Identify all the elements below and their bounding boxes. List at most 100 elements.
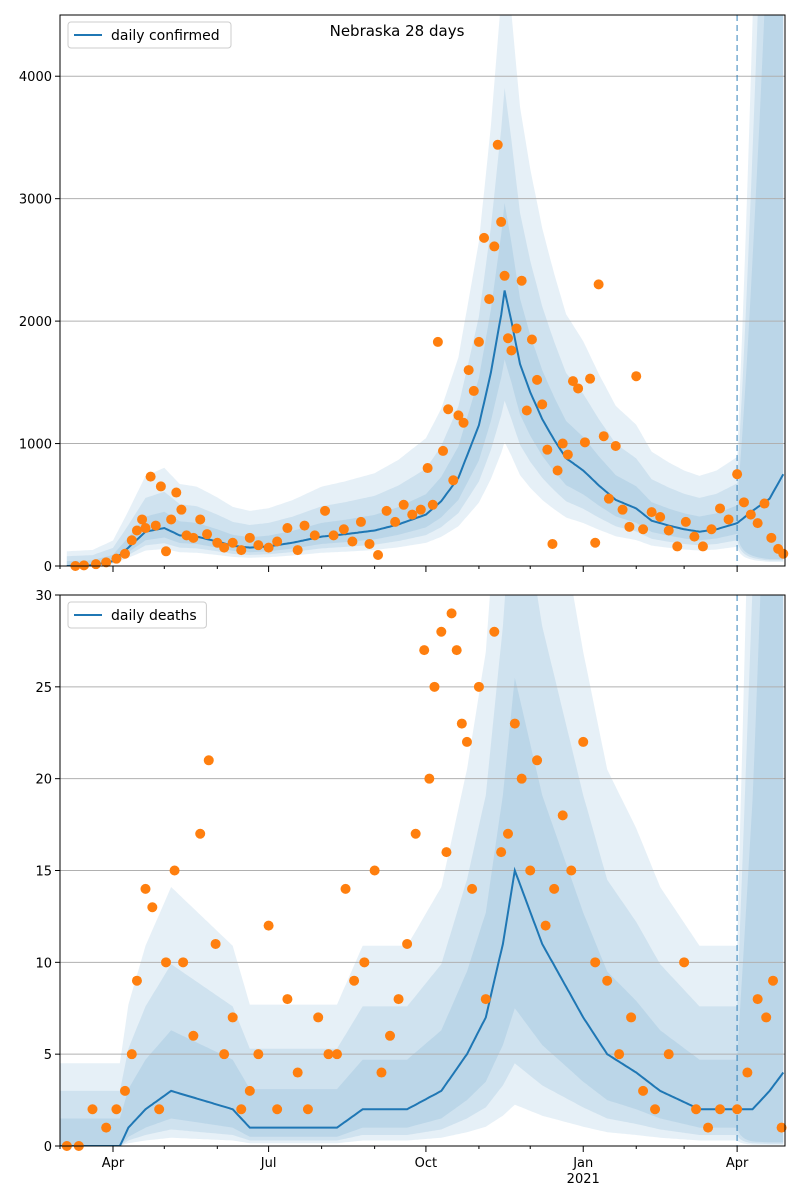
observed-point [547, 538, 558, 549]
observed-point [602, 975, 613, 986]
observed-point [509, 718, 520, 729]
y-tick-label: 15 [35, 865, 52, 880]
deaths-observed-points [61, 608, 787, 1151]
observed-point [732, 1104, 743, 1115]
confirmed-uncertainty-bands [66, 15, 784, 566]
observed-point [355, 516, 366, 527]
observed-point [752, 994, 763, 1005]
observed-point [195, 514, 206, 525]
observed-point [381, 505, 392, 516]
observed-point [253, 1049, 264, 1060]
observed-point [496, 216, 507, 227]
observed-point [161, 957, 172, 968]
observed-point [566, 865, 577, 876]
y-tick-label: 20 [35, 773, 52, 788]
observed-point [761, 1012, 772, 1023]
observed-point [263, 920, 274, 931]
observed-point [140, 883, 151, 894]
observed-point [732, 469, 743, 480]
observed-point [499, 270, 510, 281]
observed-point [463, 365, 474, 376]
observed-point [573, 383, 584, 394]
observed-point [119, 548, 130, 559]
confirmed-legend-box [67, 21, 232, 49]
observed-point [119, 1085, 130, 1096]
observed-point [313, 1012, 324, 1023]
observed-point [432, 336, 443, 347]
observed-point [473, 681, 484, 692]
observed-point [415, 504, 426, 515]
band-3 [60, 595, 784, 1146]
observed-point [567, 376, 578, 387]
observed-point [552, 465, 563, 476]
observed-point [479, 232, 490, 243]
x-tick-label: Jul [260, 1156, 277, 1171]
observed-point [161, 546, 172, 557]
observed-point [111, 1104, 122, 1115]
observed-point [176, 504, 187, 515]
observed-point [244, 1085, 255, 1096]
observed-point [219, 542, 230, 553]
observed-point [323, 1049, 334, 1060]
observed-point [126, 535, 137, 546]
observed-point [263, 542, 274, 553]
observed-point [626, 1012, 637, 1023]
observed-point [516, 773, 527, 784]
observed-point [347, 536, 358, 547]
observed-point [178, 957, 189, 968]
observed-point [778, 548, 789, 559]
observed-point [480, 994, 491, 1005]
observed-point [154, 1104, 165, 1115]
observed-point [171, 487, 182, 498]
observed-point [473, 336, 484, 347]
observed-point [398, 499, 409, 510]
x-tick-label: Jan [572, 1156, 593, 1171]
observed-point [655, 512, 666, 523]
observed-point [309, 530, 320, 541]
y-tick-label: 25 [35, 681, 52, 696]
observed-point [202, 529, 213, 540]
observed-point [650, 1104, 661, 1115]
y-tick-label: 5 [44, 1048, 52, 1063]
observed-point [502, 828, 513, 839]
deaths-y-axis: 0 5 10 15 20 25 30 [35, 589, 60, 1155]
observed-point [540, 920, 551, 931]
observed-point [140, 523, 151, 534]
observed-point [766, 532, 777, 543]
observed-point [557, 438, 568, 449]
observed-point [680, 516, 691, 527]
observed-point [407, 509, 418, 520]
observed-point [624, 521, 635, 532]
x-tick-label: Apr [102, 1156, 125, 1171]
observed-point [585, 373, 596, 384]
confirmed-observed-points [70, 139, 789, 571]
observed-point [155, 481, 166, 492]
y-tick-label: 2000 [19, 315, 52, 330]
observed-point [492, 139, 503, 150]
observed-point [458, 417, 469, 428]
observed-point [419, 645, 430, 656]
observed-point [292, 545, 303, 556]
observed-point [521, 405, 532, 416]
observed-point [672, 541, 683, 552]
observed-point [236, 1104, 247, 1115]
y-tick-label: 10 [35, 956, 52, 971]
confirmed-legend: daily confirmed [67, 21, 232, 49]
observed-point [723, 514, 734, 525]
observed-point [638, 1085, 649, 1096]
observed-point [562, 449, 573, 460]
observed-point [484, 294, 495, 305]
x-tick-year-label: 2021 [567, 1172, 600, 1187]
y-tick-label: 0 [44, 1140, 52, 1155]
observed-point [610, 441, 621, 452]
observed-point [424, 773, 435, 784]
x-tick-label: Oct [415, 1156, 437, 1171]
observed-point [385, 1030, 396, 1041]
band-1 [60, 595, 784, 1146]
observed-point [349, 975, 360, 986]
observed-point [332, 1049, 343, 1060]
observed-point [410, 828, 421, 839]
observed-point [516, 275, 527, 286]
observed-point [427, 499, 438, 510]
observed-point [203, 755, 214, 766]
